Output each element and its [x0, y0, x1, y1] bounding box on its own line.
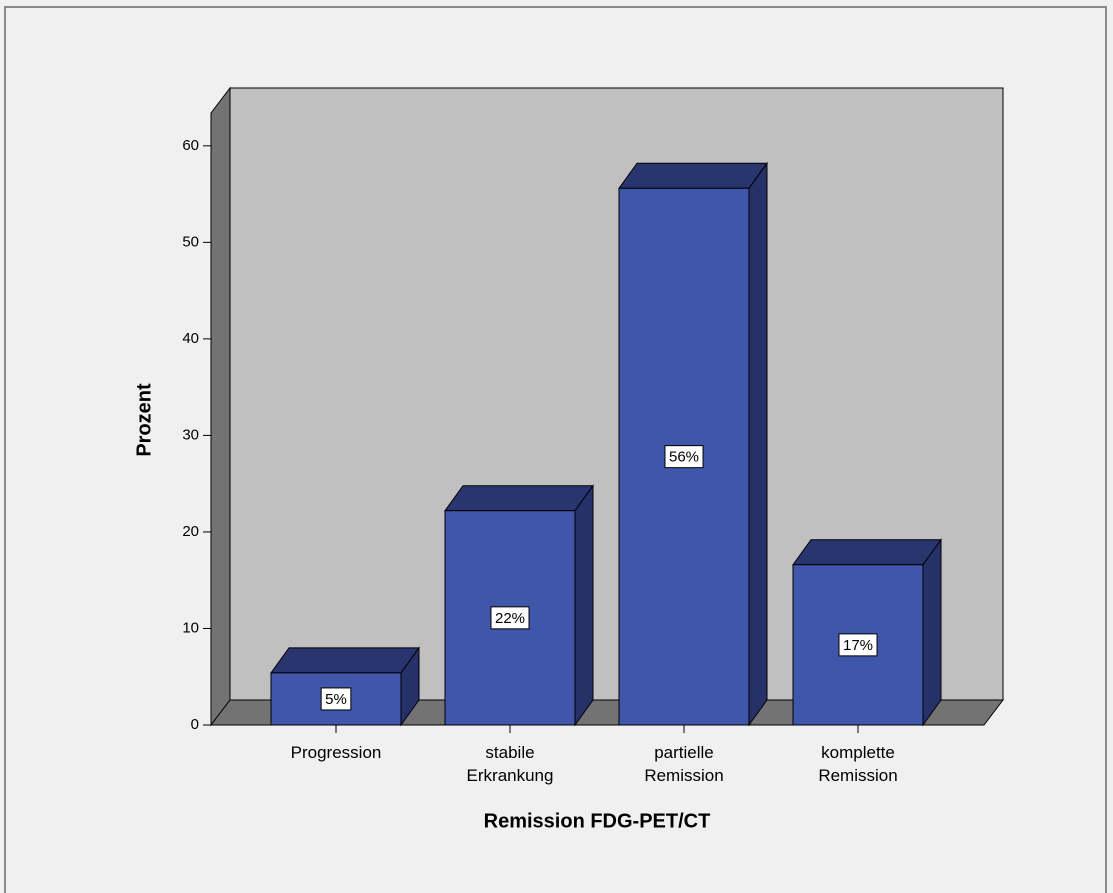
bar-top [444, 485, 594, 512]
bar-side [748, 161, 768, 727]
y-tick-label: 20 [182, 523, 199, 540]
value-label: 17% [843, 637, 873, 654]
bar-top [792, 539, 942, 566]
value-label-box [838, 633, 878, 657]
value-label: 56% [669, 449, 699, 466]
value-label: 5% [325, 691, 347, 708]
y-tick-label: 10 [182, 619, 199, 636]
y-tick-label: 40 [182, 330, 199, 347]
y-tick-label: 60 [182, 137, 199, 154]
value-label: 22% [495, 610, 525, 627]
bar-top [618, 162, 768, 189]
y-axis-label: Prozent [133, 383, 155, 457]
bar-top [270, 647, 420, 674]
x-tick-label: partielle Remission [644, 743, 723, 785]
value-label-box [490, 606, 530, 630]
x-tick-label: komplette Remission [818, 743, 897, 785]
x-tick-label: stabile Erkrankung [467, 743, 554, 785]
x-tick-label: Progression [291, 743, 382, 762]
value-label-box [664, 445, 704, 469]
y-tick-label: 30 [182, 426, 199, 443]
value-label-box [320, 687, 352, 711]
side-wall [210, 86, 231, 727]
frame [4, 6, 1107, 893]
y-tick-label: 50 [182, 233, 199, 250]
y-tick-label: 0 [191, 716, 199, 733]
bar-side [922, 538, 942, 727]
x-axis-label: Remission FDG-PET/CT [484, 810, 711, 832]
bar-side [574, 484, 594, 727]
